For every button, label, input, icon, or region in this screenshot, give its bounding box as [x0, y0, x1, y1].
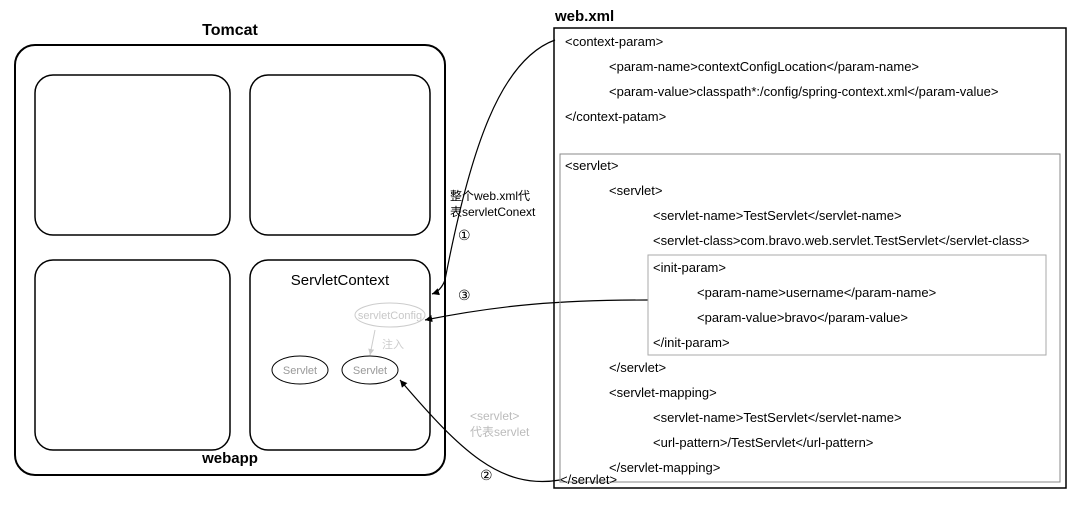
arrow-2: [400, 380, 560, 482]
xml-line-8: <init-param>: [653, 260, 726, 275]
diagram-canvas: Tomcat webapp ServletContext servletConfig 注…: [0, 0, 1074, 507]
xml-line-15: <url-pattern>/TestServlet</url-pattern>: [653, 435, 873, 450]
xml-line-9: <param-name>username</param-name>: [697, 285, 936, 300]
servletconfig-ellipse: [355, 303, 425, 327]
xml-line-7: <servlet-class>com.bravo.web.servlet.Tes…: [653, 233, 1029, 248]
servlet-label-1: Servlet: [283, 365, 317, 377]
tomcat-label: Tomcat: [202, 22, 258, 39]
webxml-initparam-box: [648, 255, 1046, 355]
app-box-2: [35, 260, 230, 450]
xml-line-2: <param-value>classpath*:/config/spring-c…: [609, 84, 998, 99]
arrow-1: [432, 40, 555, 294]
app-box-1: [250, 75, 430, 235]
xml-line-6: <servlet-name>TestServlet</servlet-name>: [653, 208, 902, 223]
app-box-3: [250, 260, 430, 450]
xml-line-4: <servlet>: [565, 158, 618, 173]
xml-line-12: </servlet>: [609, 360, 666, 375]
xml-line-11: </init-param>: [653, 335, 730, 350]
xml-line-16: </servlet-mapping>: [609, 460, 720, 475]
note-1-line-1: 整个web.xml代: [450, 188, 530, 203]
circle-1-label: ①: [458, 227, 471, 243]
arrow-3: [425, 300, 648, 320]
xml-line-13: <servlet-mapping>: [609, 385, 717, 400]
note-2-line-1: <servlet>: [470, 409, 519, 423]
servletconfig-label: servletConfig: [358, 310, 422, 322]
note-1-line-2: 表servletConext: [450, 205, 536, 219]
xml-line-17: </servlet>: [560, 472, 617, 487]
webxml-title: web.xml: [554, 8, 614, 25]
circle-3-label: ③: [458, 287, 471, 303]
inject-arrow: [370, 330, 375, 355]
webxml-servlet-box: [560, 154, 1060, 482]
servlet-label-2: Servlet: [353, 365, 387, 377]
xml-line-5: <servlet>: [609, 183, 662, 198]
inject-label: 注入: [382, 337, 404, 351]
webapp-label: webapp: [201, 450, 258, 467]
note-2-line-2: 代表servlet: [470, 425, 530, 439]
xml-line-3: </context-patam>: [565, 109, 666, 124]
tomcat-box: [15, 45, 445, 475]
xml-line-0: <context-param>: [565, 34, 663, 49]
xml-line-14: <servlet-name>TestServlet</servlet-name>: [653, 410, 902, 425]
xml-line-10: <param-value>bravo</param-value>: [697, 310, 908, 325]
webxml-outer-box: [554, 28, 1066, 488]
servlet-ellipse-2: [342, 356, 398, 384]
circle-2-label: ②: [480, 467, 493, 483]
servletcontext-label: ServletContext: [291, 272, 390, 289]
xml-line-1: <param-name>contextConfigLocation</param…: [609, 59, 919, 74]
servlet-ellipse-1: [272, 356, 328, 384]
app-box-0: [35, 75, 230, 235]
